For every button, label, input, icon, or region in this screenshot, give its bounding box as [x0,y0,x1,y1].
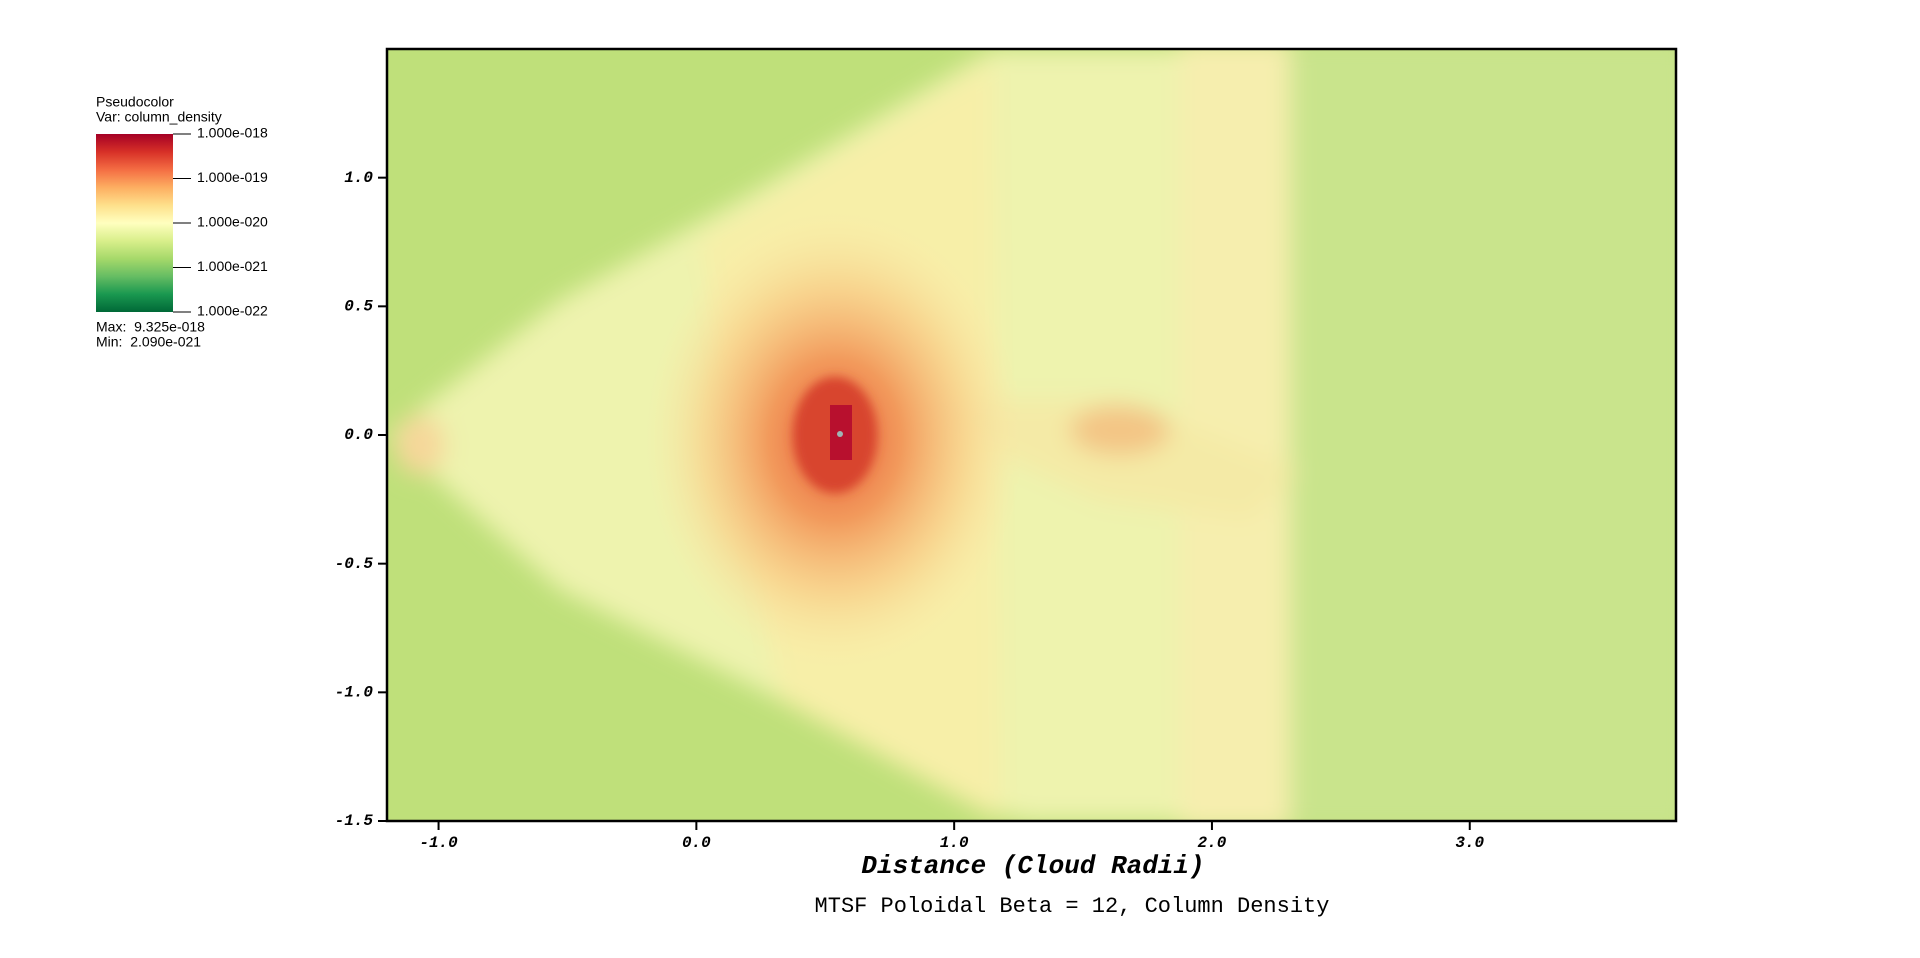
chart-title: MTSF Poloidal Beta = 12, Column Density [815,894,1330,919]
colorbar-tick-label: 1.000e-018 [197,125,268,141]
y-tick-label: 0.5 [344,298,373,316]
y-tick-label: 1.0 [344,169,373,187]
x-axis-title: Distance (Cloud Radii) [861,851,1204,881]
legend-min: Min: 2.090e-021 [96,334,201,350]
y-tick-label: -0.5 [335,555,374,573]
x-tick-label: -1.0 [419,834,458,852]
colorbar [96,134,173,312]
y-tick-label: -1.0 [335,684,374,702]
x-tick-label: 3.0 [1455,834,1484,852]
x-tick-label: 2.0 [1198,834,1227,852]
legend-var: Var: column_density [96,109,222,125]
y-tick-label: -1.5 [335,812,374,830]
colorbar-tick-label: 1.000e-019 [197,169,268,185]
legend-max: Max: 9.325e-018 [96,319,205,335]
x-tick-label: 1.0 [940,834,969,852]
colorbar-tick-label: 1.000e-022 [197,303,268,319]
colorbar-tick-label: 1.000e-021 [197,258,268,274]
colorbar-tick-label: 1.000e-020 [197,214,268,230]
y-tick-label: 0.0 [344,426,373,444]
x-tick-label: 0.0 [682,834,711,852]
density-field [387,49,1676,821]
legend-plot: Pseudocolor [96,94,174,110]
